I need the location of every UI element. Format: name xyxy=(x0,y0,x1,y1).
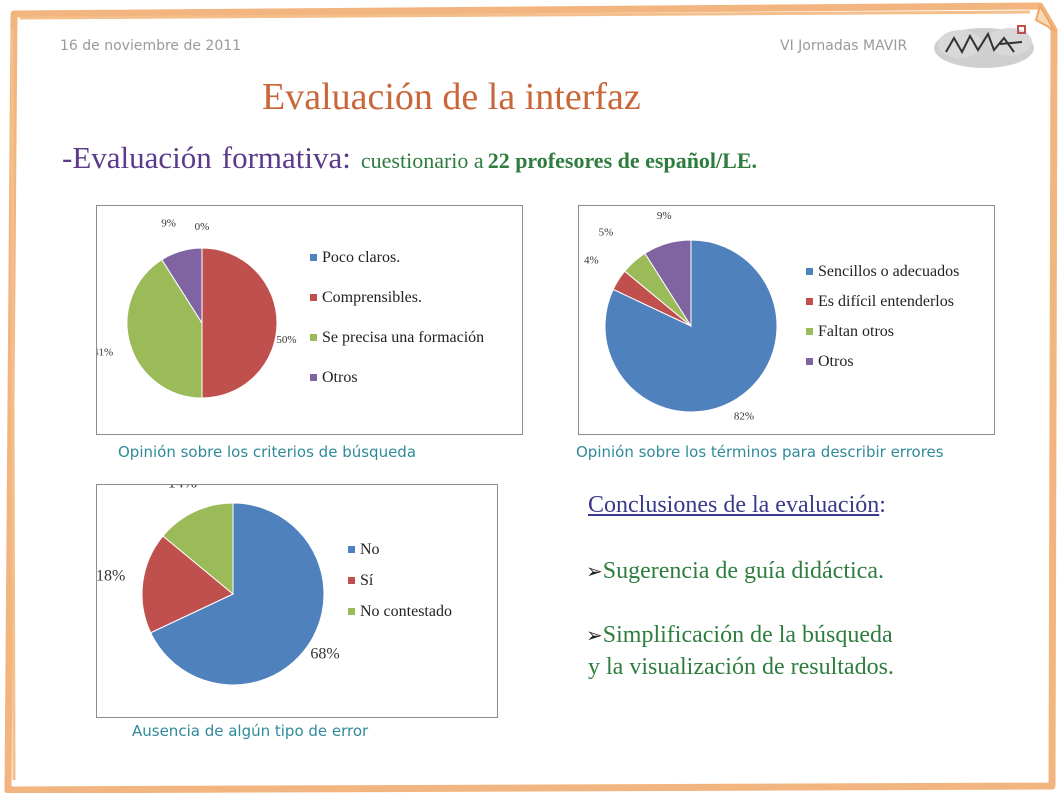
chart-ausencia: 68% 18% 14% No Sí No contestado xyxy=(96,474,452,686)
legend-swatch xyxy=(348,608,355,615)
legend-entry: No xyxy=(360,541,380,558)
legend-swatch xyxy=(806,268,813,275)
arrow-bullet-icon: ➢ xyxy=(586,623,603,647)
data-label: 9% xyxy=(657,210,672,222)
data-label: 5% xyxy=(599,226,614,238)
chart-ausencia-box: 68% 18% 14% No Sí No contestado xyxy=(96,474,498,718)
legend-entry: Sí xyxy=(360,572,374,589)
chart-terminos: 82% 4% 5% 9% Sencillos o adecuados Es difícil… xyxy=(584,210,959,423)
subtitle-part3: cuestionario a xyxy=(360,148,484,173)
pie-slice xyxy=(141,535,234,634)
legend-swatch xyxy=(348,577,355,584)
legend-swatch xyxy=(310,254,317,261)
mavir-logo xyxy=(934,25,1034,68)
legend-swatch xyxy=(348,546,355,553)
subtitle-part1: -Evaluación xyxy=(62,140,212,175)
data-label: 0% xyxy=(195,221,210,233)
legend-entry: Comprensibles. xyxy=(322,289,422,306)
legend-entry: Sencillos o adecuados xyxy=(818,263,959,280)
legend-entry: Se precisa una formación xyxy=(322,329,484,346)
legend-swatch xyxy=(310,294,317,301)
page-title: Evaluación de la interfaz xyxy=(262,76,641,118)
conclusion-item-2-cont: y la visualización de resultados. xyxy=(588,654,894,680)
pie-slice xyxy=(201,247,278,399)
conclusion-item-1: ➢Sugerencia de guía didáctica. xyxy=(586,558,884,585)
conclusions-title: Conclusiones de la evaluación xyxy=(588,492,880,518)
data-label: 41% xyxy=(97,347,113,359)
subtitle-part2: formativa: xyxy=(221,140,351,175)
pie-slice xyxy=(161,247,203,325)
data-label: 18% xyxy=(97,567,125,584)
legend-swatch xyxy=(310,374,317,381)
slide-date: 16 de noviembre de 2011 xyxy=(60,38,242,54)
legend-swatch xyxy=(310,334,317,341)
legend-entry: Otros xyxy=(322,369,358,386)
pie-slice xyxy=(644,239,692,328)
caption-criterios: Opinión sobre los criterios de búsqueda xyxy=(118,443,417,461)
pie-slice xyxy=(162,502,234,596)
data-label: 68% xyxy=(310,646,339,663)
legend-swatch xyxy=(806,298,813,305)
chart-terminos-box: 82% 4% 5% 9% Sencillos o adecuados Es difícil… xyxy=(578,205,995,435)
legend-swatch xyxy=(806,328,813,335)
legend-entry: No contestado xyxy=(360,603,452,620)
caption-terminos: Opinión sobre los términos para describi… xyxy=(576,443,944,461)
chart-criterios-box: 0% 50% 41% 9% Poco claros. Comprensibles. Se p… xyxy=(93,205,523,435)
conclusion-text-1: Sugerencia de guía didáctica. xyxy=(602,558,884,584)
legend-entry: Poco claros. xyxy=(322,249,400,266)
pie-slice xyxy=(604,239,778,413)
legend-swatch xyxy=(806,358,813,365)
caption-ausencia: Ausencia de algún tipo de error xyxy=(132,722,369,740)
data-label: 14% xyxy=(168,485,197,491)
event-name: VI Jornadas MAVIR xyxy=(780,38,908,54)
data-label: 82% xyxy=(734,411,754,423)
conclusion-item-2: ➢Simplificación de la búsqueda xyxy=(586,622,893,649)
data-label: 50% xyxy=(276,334,296,346)
data-label: 4% xyxy=(584,255,599,267)
subtitle: -Evaluación formativa: cuestionario a 22… xyxy=(62,140,757,176)
chart-criterios: 0% 50% 41% 9% Poco claros. Comprensibles. Se p… xyxy=(93,217,484,399)
pie-slice xyxy=(149,502,325,686)
arrow-bullet-icon: ➢ xyxy=(586,559,603,583)
legend-entry: Otros xyxy=(818,353,854,370)
legend-entry: Faltan otros xyxy=(818,323,894,340)
data-label: 9% xyxy=(161,217,176,229)
subtitle-part4: 22 profesores de español/LE. xyxy=(487,148,758,173)
conclusions-heading: Conclusiones de la evaluación: xyxy=(588,492,886,519)
legend-entry: Es difícil entenderlos xyxy=(818,293,954,310)
conclusion-text-2: Simplificación de la búsqueda xyxy=(602,622,893,648)
conclusions-colon: : xyxy=(879,492,886,518)
